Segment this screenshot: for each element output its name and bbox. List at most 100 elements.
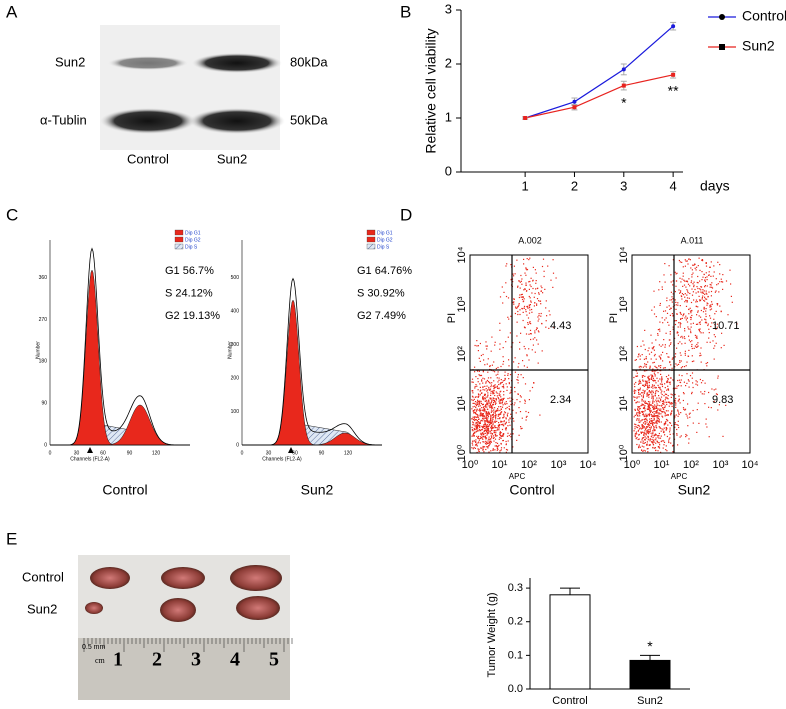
dot (487, 380, 489, 383)
dot (679, 324, 681, 326)
dot (494, 384, 496, 386)
dot (700, 286, 702, 288)
x-tick-label: 10⁰ (624, 459, 641, 471)
dot (650, 432, 652, 434)
dot (512, 398, 514, 400)
dot (666, 419, 668, 421)
dot (534, 332, 536, 334)
dot (502, 398, 504, 400)
dot (654, 386, 656, 388)
dot (675, 273, 677, 275)
dot (517, 374, 519, 376)
dot (525, 419, 527, 421)
dot (638, 401, 640, 403)
dot (641, 428, 643, 430)
dot (493, 427, 495, 429)
dot (529, 322, 531, 324)
dot (702, 276, 704, 278)
dot (685, 260, 687, 262)
dot (667, 389, 670, 391)
dot (495, 402, 497, 404)
dot (641, 411, 643, 413)
dot (478, 418, 480, 420)
dot (481, 414, 483, 416)
x-tick-label: 10¹ (492, 459, 508, 471)
dot (495, 374, 497, 376)
dot (505, 418, 507, 420)
dot (670, 413, 672, 415)
dot (493, 415, 495, 417)
dot (709, 304, 711, 307)
dot (648, 384, 650, 386)
dot (527, 322, 529, 324)
dot (492, 423, 494, 425)
legend-swatch (366, 236, 376, 243)
dot (688, 339, 690, 341)
dot (640, 432, 642, 434)
dot (657, 372, 659, 374)
dot (697, 323, 699, 325)
dot (482, 395, 484, 398)
dot (717, 377, 719, 379)
dot (639, 365, 641, 367)
dot (695, 323, 698, 325)
dot (543, 270, 545, 272)
dot (664, 344, 666, 346)
dot (485, 443, 487, 445)
dot (502, 386, 505, 388)
dot (669, 431, 671, 433)
dot (652, 348, 654, 350)
dot (477, 442, 479, 444)
dot (483, 399, 485, 401)
dot (664, 393, 666, 395)
dot (666, 380, 668, 382)
dot (646, 394, 648, 396)
dot (487, 392, 489, 394)
dot (502, 363, 504, 365)
dot (657, 412, 659, 414)
dot (525, 274, 527, 276)
dot (647, 432, 649, 434)
dot (691, 391, 693, 393)
dot (486, 403, 488, 405)
dot (552, 272, 555, 274)
dot (648, 433, 650, 435)
dot (679, 360, 681, 362)
dot (490, 350, 492, 352)
dot (484, 405, 486, 407)
y-tick-label: 360 (39, 275, 48, 281)
dot (519, 309, 521, 311)
dot (687, 417, 689, 419)
dot (523, 307, 525, 309)
dot (483, 409, 485, 411)
dot (657, 404, 659, 406)
dot (634, 399, 636, 401)
dot (501, 401, 503, 404)
dot (548, 327, 550, 329)
dot (476, 416, 479, 418)
dot (492, 449, 494, 451)
x-tick-label: 0 (241, 450, 244, 456)
dot (646, 448, 648, 450)
dot (530, 285, 532, 288)
y-tick-label: 10⁰ (456, 444, 468, 461)
dot (490, 411, 493, 413)
dot (497, 366, 499, 369)
dot (639, 381, 641, 383)
y-tick-label: 10⁴ (618, 246, 630, 263)
dot (657, 390, 659, 393)
dot (648, 390, 650, 392)
dot (484, 446, 486, 448)
dot (523, 258, 525, 260)
dot (710, 304, 712, 306)
y-tick-label: 90 (41, 401, 47, 407)
dot (648, 421, 651, 424)
dot (490, 414, 492, 416)
dot (505, 383, 507, 385)
dot (677, 415, 679, 417)
dot (503, 387, 505, 389)
dot (484, 435, 486, 437)
dot (701, 259, 703, 261)
dot (508, 408, 510, 410)
dot (680, 385, 682, 387)
